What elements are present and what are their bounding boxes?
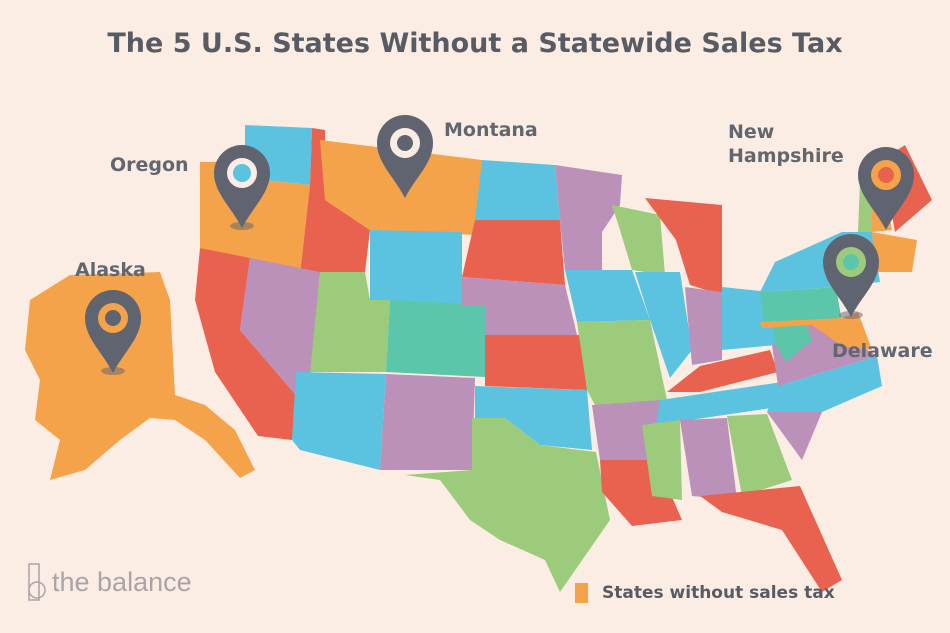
state-utah [310,272,390,372]
pin-delaware [823,234,879,319]
the-balance-logo: the balance [28,563,192,601]
state-texas [405,418,610,592]
pin-alaska [85,290,141,375]
label-new-hampshire: New Hampshire [728,120,844,168]
map-legend: States without sales tax [575,583,835,603]
state-south-carolina [767,412,822,460]
state-alaska [25,272,255,480]
state-wisconsin [612,205,665,275]
balance-logo-icon [28,563,46,601]
state-alabama [680,418,737,500]
label-new-hampshire-line1: New [728,121,775,143]
state-pennsylvania [760,287,842,328]
state-oklahoma [475,386,592,450]
state-florida [700,486,842,592]
state-kentucky [667,350,778,392]
state-missouri [577,320,667,405]
logo-text: the balance [52,566,192,597]
label-oregon: Oregon [110,154,189,176]
label-new-hampshire-line2: Hampshire [728,145,844,167]
pin-new-hampshire [858,147,914,230]
state-maryland-delaware [760,312,872,350]
state-arkansas [592,400,662,460]
map-pins [85,115,914,375]
map-title: The 5 U.S. States Without a Statewide Sa… [107,28,843,59]
state-nevada [240,258,320,400]
state-north-dakota [475,160,560,220]
legend-swatch-orange [575,583,588,603]
pin-oregon [214,145,270,230]
label-alaska: Alaska [75,259,146,281]
state-wyoming [370,230,462,305]
state-arizona [292,372,386,470]
state-indiana [685,287,722,365]
state-georgia [727,414,792,496]
state-new-mexico [380,374,475,470]
state-north-carolina [767,356,882,412]
state-california [195,248,300,440]
state-kansas [485,335,587,390]
state-massachusetts [872,232,917,272]
pin-montana [377,115,433,198]
legend-label: States without sales tax [602,583,835,603]
state-colorado [386,300,485,377]
state-south-dakota [462,220,565,285]
state-mississippi [642,420,682,500]
state-idaho [300,128,370,275]
state-nebraska [462,277,577,335]
state-tennessee [656,382,792,425]
label-delaware: Delaware [832,340,933,362]
state-illinois [635,272,692,378]
state-iowa [565,270,650,322]
state-michigan [645,198,722,295]
state-minnesota [555,165,622,270]
label-montana: Montana [444,119,538,141]
